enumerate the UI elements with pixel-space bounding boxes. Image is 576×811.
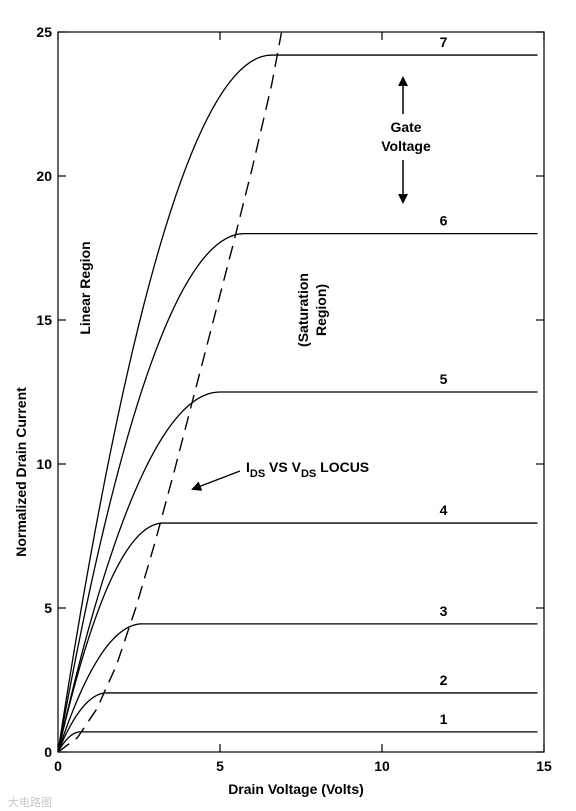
x-axis-title: Drain Voltage (Volts) [228,781,364,797]
y-tick-label: 15 [36,312,52,328]
curve-gate-4 [57,522,538,753]
ids-vds-locus-line [57,31,283,753]
x-tick-label: 5 [216,758,224,774]
saturation-region-label: (Saturation Region) [295,273,329,347]
curve-gate-2 [57,692,538,753]
curve-label-5: 5 [440,371,448,387]
y-tick-label: 20 [36,168,52,184]
curve-label-7: 7 [440,34,448,50]
y-axis-title: Normalized Drain Current [13,387,29,557]
curve-gate-7 [57,54,538,753]
gate-voltage-label-line-1: Gate [390,119,421,135]
curve-gate-6 [57,232,538,753]
x-tick-label: 15 [536,758,552,774]
locus-label: IDS VS VDS LOCUS [246,459,369,480]
curve-label-3: 3 [440,603,448,619]
locus-label-arrow [191,470,241,491]
y-tick-label: 25 [36,24,52,40]
gate-voltage-curves: 1 2 3 4 5 6 7 [57,34,538,753]
plot-frame [57,31,545,753]
x-tick-label: 10 [374,758,390,774]
y-tick-label: 5 [44,600,52,616]
watermark: 大电路图 [8,795,52,809]
gate-voltage-label-line-2: Voltage [381,138,431,154]
curve-label-4: 4 [440,502,448,518]
curve-gate-3 [57,623,538,753]
curve-label-6: 6 [440,213,448,229]
linear-region-label: Linear Region [77,241,93,334]
curve-label-1: 1 [440,711,448,727]
saturation-region-line-1: (Saturation [295,273,311,347]
y-tick-label: 10 [36,456,52,472]
saturation-region-line-2: Region) [313,284,329,336]
curve-label-2: 2 [440,672,448,688]
curve-gate-5 [57,391,538,753]
y-tick-label: 0 [44,744,52,760]
curve-gate-1 [57,731,538,753]
x-tick-label: 0 [54,758,62,774]
x-axis-ticks: 0 5 10 15 [54,32,552,774]
